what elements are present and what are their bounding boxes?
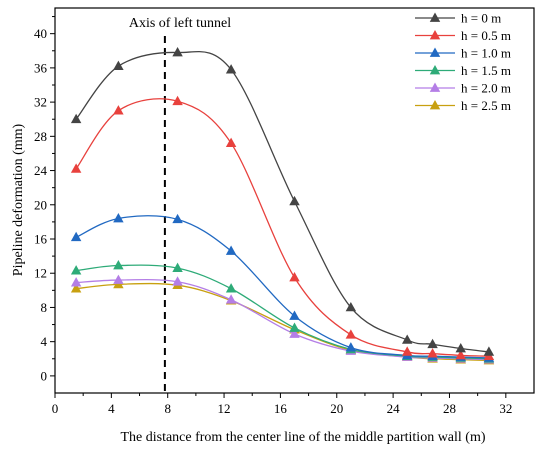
legend-marker <box>429 30 441 40</box>
x-tick-label: 24 <box>387 401 401 416</box>
data-point <box>172 213 183 224</box>
x-axis-label: The distance from the center line of the… <box>120 430 485 445</box>
legend-label: h = 2.0 m <box>461 81 511 96</box>
x-axis-ticks: 0 4 8 12 16 20 24 28 32 <box>52 393 512 416</box>
data-point <box>289 195 300 206</box>
y-tick-label: 28 <box>34 129 47 144</box>
data-point <box>70 113 82 124</box>
y-tick-label: 8 <box>41 300 48 315</box>
x-tick-label: 0 <box>52 401 59 416</box>
series-4 <box>70 274 495 364</box>
y-tick-label: 24 <box>34 163 48 178</box>
x-tick-label: 8 <box>164 401 171 416</box>
y-tick-label: 40 <box>34 26 47 41</box>
y-tick-label: 32 <box>34 95 47 110</box>
data-point <box>70 265 82 275</box>
y-tick-label: 12 <box>34 266 47 281</box>
x-tick-label: 32 <box>499 401 512 416</box>
data-point <box>401 334 413 344</box>
y-tick-label: 36 <box>34 60 48 75</box>
series-2 <box>70 212 495 362</box>
tunnel-axis-label: Axis of left tunnel <box>129 16 231 31</box>
legend-item: h = 2.5 m <box>415 98 511 113</box>
data-point <box>70 277 82 287</box>
legend-item: h = 2.0 m <box>415 81 511 96</box>
data-point <box>113 274 124 284</box>
x-tick-label: 16 <box>274 401 288 416</box>
legend-marker <box>429 100 441 110</box>
series-1 <box>70 95 495 361</box>
x-tick-label: 28 <box>443 401 456 416</box>
x-tick-label: 4 <box>108 401 115 416</box>
y-tick-label: 16 <box>34 232 48 247</box>
legend-marker <box>429 12 441 22</box>
y-tick-label: 0 <box>41 368 48 383</box>
data-point <box>70 283 82 293</box>
series-layer <box>70 46 495 365</box>
data-point <box>70 163 82 173</box>
legend-label: h = 1.0 m <box>461 46 511 61</box>
data-point <box>289 272 300 282</box>
legend-item: h = 1.0 m <box>415 46 511 61</box>
data-point <box>401 346 413 356</box>
data-point <box>289 310 300 320</box>
legend-marker <box>429 82 441 92</box>
data-point <box>427 348 438 358</box>
data-point <box>172 262 183 272</box>
legend-label: h = 0 m <box>461 11 501 26</box>
series-line <box>75 51 489 353</box>
data-point <box>113 60 124 71</box>
data-point <box>113 260 124 270</box>
data-point <box>345 329 357 339</box>
data-point <box>113 212 124 223</box>
data-point <box>172 276 183 286</box>
series-line <box>75 215 489 359</box>
y-tick-label: 20 <box>34 197 47 212</box>
legend-marker <box>429 47 441 57</box>
series-line <box>75 98 489 357</box>
data-point <box>455 343 466 353</box>
data-point <box>345 342 357 352</box>
series-line <box>76 282 489 362</box>
data-point <box>455 349 466 360</box>
plot-border <box>54 7 535 394</box>
series-line <box>76 278 489 361</box>
data-point <box>225 64 237 74</box>
series-line <box>76 264 489 360</box>
y-tick-label: 4 <box>41 334 48 349</box>
legend: h = 0 m h = 0.5 m h = 1.0 m h = 1.5 m h = 2.… <box>415 11 511 113</box>
data-point <box>225 294 237 304</box>
data-point <box>345 301 357 312</box>
data-point <box>225 245 237 255</box>
data-point <box>483 346 495 356</box>
legend-label: h = 0.5 m <box>461 28 511 43</box>
data-point <box>172 46 183 57</box>
y-axis-ticks: 0 4 8 12 16 20 24 28 32 36 40 <box>34 16 55 383</box>
data-point <box>289 322 300 332</box>
data-point <box>225 137 237 148</box>
data-point <box>113 105 124 115</box>
annotation-layer: Axis of left tunnel <box>129 16 231 393</box>
series-0 <box>70 46 495 356</box>
legend-item: h = 1.5 m <box>415 63 511 78</box>
data-point <box>172 95 183 106</box>
plot-frame <box>54 7 535 394</box>
data-point <box>225 283 237 293</box>
legend-item: h = 0 m <box>415 11 501 26</box>
legend-label: h = 2.5 m <box>461 98 511 113</box>
data-point <box>70 231 82 242</box>
data-point <box>289 328 300 338</box>
legend-marker <box>429 65 441 75</box>
y-axis-label: Pipeline deformation (mm) <box>11 123 26 276</box>
data-point <box>427 338 438 349</box>
x-tick-label: 20 <box>330 401 343 416</box>
x-tick-label: 12 <box>218 401 231 416</box>
legend-item: h = 0.5 m <box>415 28 511 43</box>
legend-label: h = 1.5 m <box>461 63 511 78</box>
